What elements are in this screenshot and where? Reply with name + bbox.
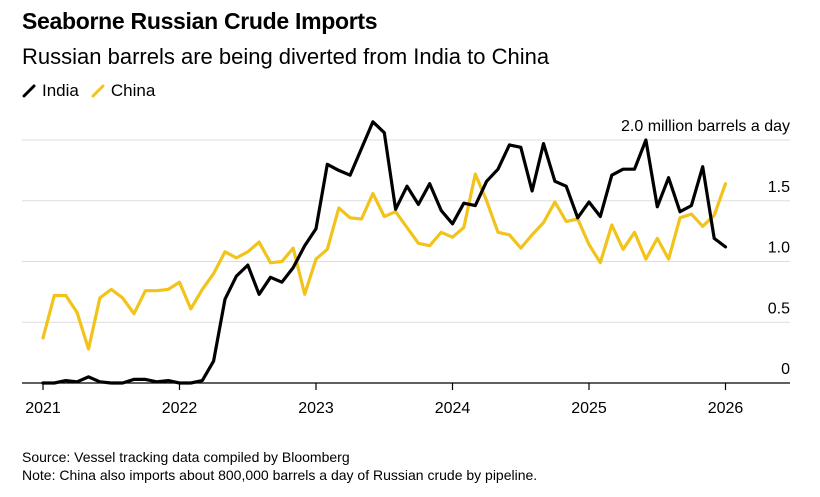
legend-item-china: China xyxy=(91,81,155,101)
legend-swatch-india xyxy=(22,84,36,98)
y-tick-label: 0 xyxy=(781,361,790,378)
x-tick-label: 2024 xyxy=(435,400,471,417)
legend-label-china: China xyxy=(110,81,156,100)
legend: India China xyxy=(22,81,167,101)
line-chart: 0 0.5 1.0 1.5 2.0 million barrels a day 2021 2… xyxy=(22,118,790,417)
source-note: Source: Vessel tracking data compiled by… xyxy=(22,449,350,465)
chart-subtitle: Russian barrels are being diverted from … xyxy=(22,44,550,69)
legend-item-india: India xyxy=(22,81,79,101)
y-tick-label: 1.5 xyxy=(768,179,790,196)
y-tick-label: 0.5 xyxy=(768,300,790,317)
x-tick-label: 2021 xyxy=(25,400,61,417)
legend-swatch-china xyxy=(91,84,105,98)
y-tick-label: 2.0 million barrels a day xyxy=(621,118,790,135)
x-tick-label: 2026 xyxy=(708,400,744,417)
y-tick-label: 1.0 xyxy=(768,240,790,257)
legend-label-india: India xyxy=(42,81,79,100)
x-tick-label: 2023 xyxy=(298,400,334,417)
x-tick-label: 2022 xyxy=(162,400,198,417)
series-line-china xyxy=(41,172,728,351)
series-line-india xyxy=(41,120,728,385)
x-tick-label: 2025 xyxy=(571,400,607,417)
footnote: Note: China also imports about 800,000 b… xyxy=(22,467,538,483)
chart-title: Seaborne Russian Crude Imports xyxy=(22,8,378,34)
